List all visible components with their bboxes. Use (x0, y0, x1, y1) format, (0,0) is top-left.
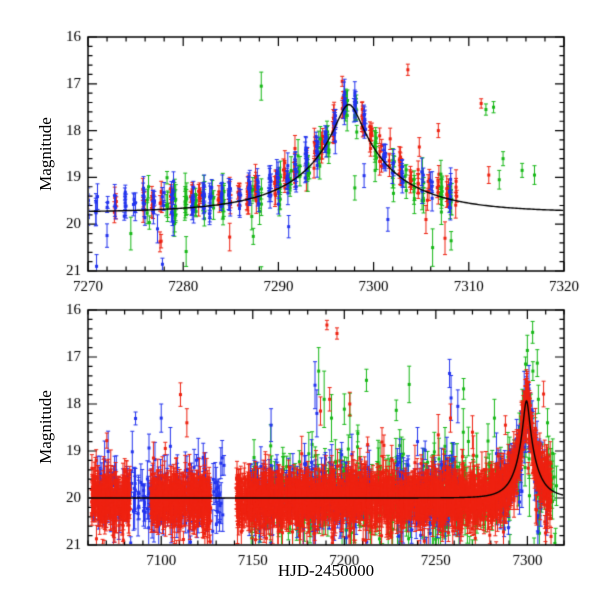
figure: Magnitude Magnitude HJD-2450000 (0, 0, 600, 600)
light-curve-canvas (0, 0, 600, 600)
